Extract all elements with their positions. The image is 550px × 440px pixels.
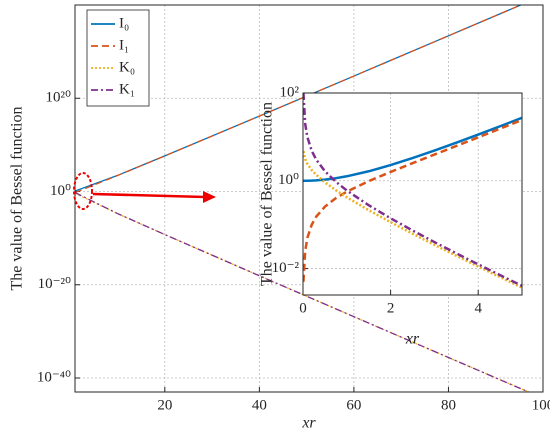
legend-label: K₁	[119, 81, 135, 97]
y-tick-label: 10⁰	[50, 183, 71, 199]
y-tick-label: 10²	[280, 84, 300, 100]
legend-label: I₀	[119, 15, 129, 31]
x-tick-label: 100	[532, 397, 550, 413]
y-tick-label: 10⁻²	[272, 260, 300, 276]
highlight-ellipse	[73, 172, 93, 210]
plot-area	[303, 93, 522, 295]
series-line	[75, 191, 531, 392]
y-tick-label: 10²⁰	[45, 90, 71, 106]
x-tick-label: 4	[474, 300, 482, 316]
x-tick-label: 2	[387, 300, 395, 316]
series-line	[303, 93, 522, 287]
y-axis-label: The value of Bessel function	[259, 102, 276, 286]
legend-label: K₀	[119, 59, 135, 75]
series-line	[303, 118, 522, 282]
x-tick-label: 80	[441, 397, 456, 413]
series-line	[75, 5, 523, 194]
x-axis-label: xr	[301, 415, 316, 432]
x-tick-label: 20	[157, 397, 172, 413]
x-tick-label: 0	[299, 300, 307, 316]
axes-frame	[302, 92, 523, 296]
y-axis-label: The value of Bessel function	[9, 107, 26, 291]
x-tick-label: 60	[346, 397, 361, 413]
y-tick-label: 10⁻²⁰	[38, 276, 71, 292]
x-tick-label: 40	[252, 397, 267, 413]
series-line	[303, 116, 522, 183]
inset-plot: 10⁻² 10⁰ 10² 0 2 4 xr The value of Bessel funct…	[259, 84, 523, 348]
legend-label: I₁	[119, 37, 129, 53]
arrow-shaft	[92, 192, 206, 199]
y-tick-label: 10⁰	[278, 172, 299, 188]
y-tick-label: 10⁻⁴⁰	[37, 369, 71, 385]
x-axis-label: xr	[405, 331, 420, 348]
series-line	[303, 150, 522, 289]
arrow-head	[203, 191, 216, 203]
